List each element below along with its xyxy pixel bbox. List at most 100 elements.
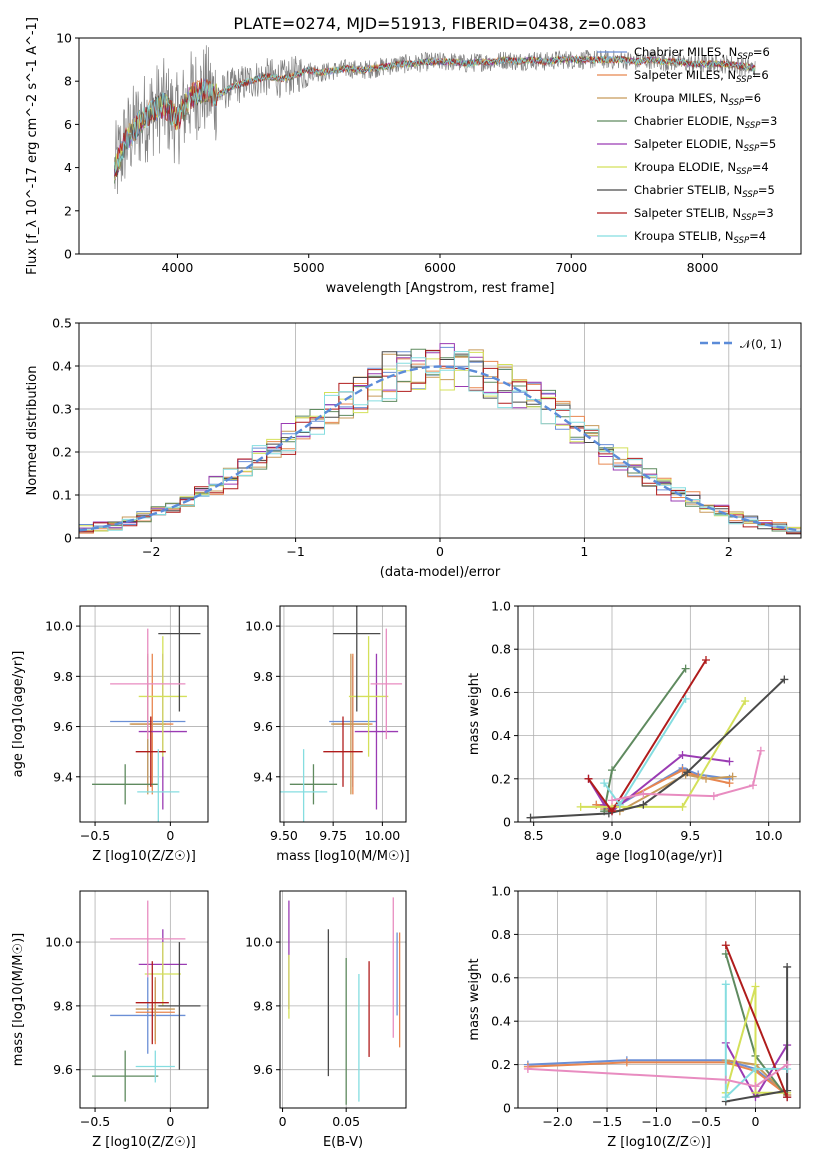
y-tick-label: 10.0 [245, 619, 273, 634]
y-tick-label: 9.6 [53, 719, 73, 734]
y-tick-label: 0.3 [52, 402, 72, 417]
weight-point [751, 1082, 760, 1091]
axes-frame [279, 890, 407, 1109]
y-tick-label: 0.4 [491, 728, 511, 743]
weight-point [622, 1058, 631, 1067]
weight-point [600, 779, 609, 788]
weight-point [576, 802, 585, 811]
weight-point [615, 800, 624, 809]
weight-point [702, 774, 710, 783]
x-tick-label: −1.5 [592, 1114, 622, 1129]
x-axis-label: mass [log10(M/M☉)] [276, 849, 409, 864]
weight-point [741, 697, 750, 706]
errorbar [158, 942, 201, 1070]
y-tick-label: 6 [64, 117, 72, 132]
x-tick-label: −0.5 [80, 1114, 110, 1129]
weight-point [639, 800, 648, 809]
y-tick-label: 0.5 [52, 316, 72, 331]
errorbar [135, 716, 166, 787]
errorbar [92, 764, 159, 805]
weight-series [592, 766, 734, 811]
x-tick-label: 4000 [162, 260, 194, 275]
y-tick-label: 1.0 [491, 884, 511, 899]
axes-frame [517, 890, 801, 1109]
x-tick-label: 8000 [687, 260, 719, 275]
weight-point [725, 779, 734, 788]
weight-point [681, 694, 690, 703]
weight-point [780, 675, 789, 684]
errorbar [370, 628, 403, 740]
model-spectrum-line [114, 55, 756, 177]
spectrum-legend: Chabrier MILES, NSSP=6 Salpeter MILES, NS… [597, 45, 777, 246]
axes-frame [279, 605, 407, 823]
weight-point [783, 1093, 792, 1102]
plot-area [79, 343, 801, 535]
y-tick-label: 10.0 [45, 619, 73, 634]
x-tick-label: −1.0 [641, 1114, 671, 1129]
y-tick-label: 0.4 [491, 1014, 511, 1029]
errorbar [323, 716, 363, 787]
weight-point [721, 941, 730, 950]
legend-entry: Chabrier STELIB, NSSP=5 [634, 183, 775, 200]
plot-area [288, 897, 401, 1105]
x-axis-label: Z [log10(Z/Z☉)] [92, 1135, 196, 1150]
y-axis-label: mass weight [467, 958, 482, 1040]
errorbar [331, 653, 371, 795]
errorbar [144, 942, 181, 1006]
y-tick-label: 10 [56, 31, 72, 46]
weight-line [527, 1063, 788, 1088]
y-tick-label: 0.1 [52, 488, 72, 503]
errorbar [135, 977, 175, 1041]
axes-frame [517, 605, 801, 823]
y-tick-label: 9.6 [253, 719, 273, 734]
legend-entry: Salpeter STELIB, NSSP=3 [634, 206, 774, 223]
y-axis-label: age [log10(age/yr)] [11, 651, 26, 778]
x-tick-label: 2 [725, 544, 733, 559]
y-tick-label: 9.6 [53, 1062, 73, 1077]
x-tick-label: 10.0 [755, 828, 783, 843]
weight-series [523, 1060, 792, 1091]
weight-line [580, 700, 747, 808]
errorbar [110, 900, 186, 978]
weight-point [783, 962, 792, 971]
y-axis-label: mass weight [467, 673, 482, 755]
weight-series [584, 656, 710, 816]
errorbar [110, 977, 186, 1054]
plot-area [523, 941, 792, 1106]
x-tick-label: 9.50 [270, 828, 298, 843]
x-tick-label: 10.00 [364, 828, 400, 843]
plot-area [280, 606, 403, 822]
weight-point [678, 751, 687, 760]
x-axis-label: wavelength [Angstrom, rest frame] [326, 281, 555, 296]
x-axis-label: Z [log10(Z/Z☉)] [92, 849, 196, 864]
x-tick-label: 0 [279, 1114, 287, 1129]
x-tick-label: 1 [580, 544, 588, 559]
y-tick-label: 4 [64, 160, 72, 175]
weight-point [526, 813, 535, 822]
weight-point [584, 774, 593, 783]
y-tick-label: 1.0 [491, 599, 511, 614]
weight-point [749, 781, 757, 790]
residual-histogram-step [79, 343, 801, 532]
weight-point [728, 772, 737, 781]
y-tick-label: 0.2 [52, 445, 72, 460]
y-tick-label: 10.0 [45, 935, 73, 950]
x-tick-label: −2.0 [542, 1114, 572, 1129]
weight-point [608, 766, 616, 775]
figure-title: PLATE=0274, MJD=51913, FIBERID=0438, z=0… [233, 14, 646, 33]
panel-age-vs-mass: 9.50 9.75 10.00 9.4 9.6 9.8 10.0 mass [log10(M/… [245, 605, 410, 864]
x-tick-label: −0.5 [691, 1114, 721, 1129]
y-tick-label: 9.8 [53, 669, 73, 684]
y-tick-label: 8 [64, 74, 72, 89]
x-axis-label: age [log10(age/yr)] [596, 849, 723, 864]
y-tick-label: 0.6 [491, 685, 511, 700]
legend-entry: Chabrier ELODIE, NSSP=3 [634, 114, 777, 131]
weight-point [721, 1093, 730, 1102]
axes-frame [78, 37, 802, 255]
x-tick-label: 5000 [293, 260, 325, 275]
y-tick-label: 9.6 [253, 1062, 273, 1077]
x-tick-label: 0 [166, 828, 174, 843]
panel-mass-vs-EBV: 0 0.05 9.6 9.8 10.0 E(B-V) [245, 890, 407, 1150]
legend-entry: 𝒩(0, 1) [740, 337, 782, 351]
